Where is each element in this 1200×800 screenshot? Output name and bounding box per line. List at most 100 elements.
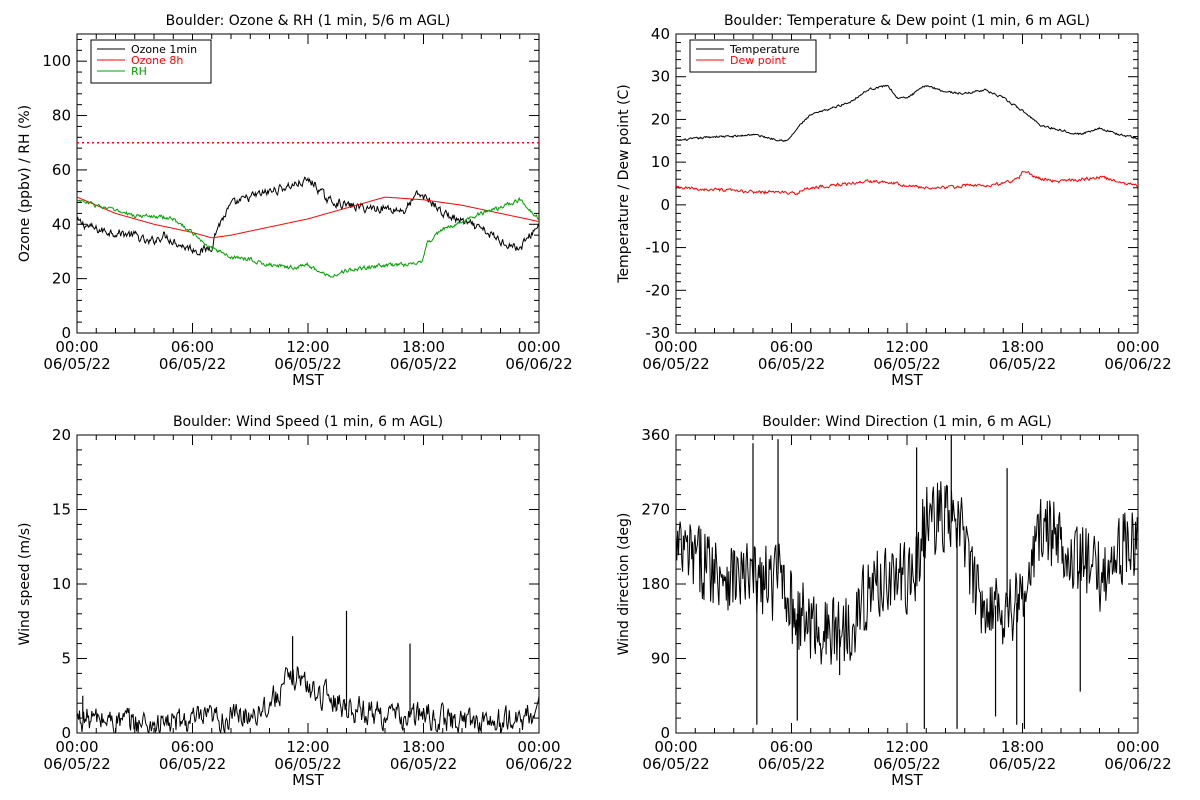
y-tick-label: 0 [660, 196, 670, 214]
x-tick-time-label: 06:00 [770, 338, 813, 356]
chart-panel-1: Boulder: Ozone & RH (1 min, 5/6 m AGL) 0 2… [17, 13, 573, 389]
y-tick-label: -20 [646, 281, 671, 299]
x-tick-date-label: 06/05/22 [274, 755, 341, 773]
legend-label: Ozone 1min [131, 43, 197, 56]
series-line-ozone-1min [77, 176, 539, 256]
x-tick-time-label: 00:00 [55, 338, 98, 356]
x-tick-time-label: 00:00 [517, 738, 560, 756]
x-tick-date-label: 06/05/22 [159, 755, 226, 773]
x-tick-time-label: 18:00 [1001, 338, 1044, 356]
x-tick-date-label: 06/05/22 [390, 355, 457, 373]
x-tick-time-label: 00:00 [1116, 738, 1159, 756]
y-tick-label: 100 [42, 52, 71, 70]
y-axis-label: Temperature / Dew point (C) [616, 84, 632, 283]
x-tick-time-label: 12:00 [885, 738, 928, 756]
chart-title: Boulder: Temperature & Dew point (1 min,… [724, 13, 1090, 29]
x-axis-label: MST [891, 771, 923, 789]
series-line-1 [676, 481, 1138, 665]
y-tick-label: -10 [646, 239, 671, 257]
x-tick-time-label: 06:00 [171, 738, 214, 756]
x-tick-time-label: 12:00 [286, 738, 329, 756]
y-tick-label: 40 [52, 215, 71, 233]
legend-box [90, 39, 212, 84]
x-tick-date-label: 06/05/22 [642, 755, 709, 773]
y-tick-label: 270 [641, 501, 670, 519]
y-tick-label: 20 [52, 270, 71, 288]
x-tick-time-label: 18:00 [402, 738, 445, 756]
y-tick-label: -30 [646, 324, 671, 342]
data-area [77, 610, 539, 733]
x-tick-date-label: 06/06/22 [505, 755, 572, 773]
legend-label: Ozone 8h [131, 54, 183, 67]
x-tick-time-label: 18:00 [402, 338, 445, 356]
x-tick-time-label: 12:00 [286, 338, 329, 356]
chart-panel-4: Boulder: Wind Direction (1 min, 6 m AGL)… [616, 414, 1172, 789]
series-line-dew-point [676, 170, 1138, 196]
legend-label: Temperature [729, 43, 800, 56]
x-tick-time-label: 06:00 [171, 338, 214, 356]
series-line-rh [77, 196, 539, 278]
y-tick-label: 0 [61, 724, 71, 742]
x-tick-date-label: 06/05/22 [43, 355, 110, 373]
y-tick-label: 0 [61, 324, 71, 342]
x-tick-date-label: 06/06/22 [505, 355, 572, 373]
x-tick-date-label: 06/05/22 [873, 755, 940, 773]
y-tick-label: 15 [52, 501, 71, 519]
x-axis-label: MST [292, 371, 324, 389]
chart-title: Boulder: Wind Speed (1 min, 6 m AGL) [173, 414, 443, 430]
legend-box [689, 39, 817, 73]
x-tick-time-label: 00:00 [654, 738, 697, 756]
legend-label: RH [131, 65, 147, 78]
y-tick-label: 360 [641, 426, 670, 444]
x-tick-date-label: 06/05/22 [758, 355, 825, 373]
x-tick-date-label: 06/05/22 [873, 355, 940, 373]
x-tick-date-label: 06/05/22 [43, 755, 110, 773]
y-tick-label: 10 [52, 575, 71, 593]
x-tick-time-label: 18:00 [1001, 738, 1044, 756]
y-tick-label: 0 [660, 724, 670, 742]
chart-title: Boulder: Wind Direction (1 min, 6 m AGL) [762, 414, 1051, 430]
data-area [676, 84, 1138, 196]
data-area [676, 435, 1138, 729]
x-tick-time-label: 00:00 [654, 338, 697, 356]
x-tick-date-label: 06/05/22 [642, 355, 709, 373]
x-axis-label: MST [891, 371, 923, 389]
y-tick-label: 40 [651, 25, 670, 43]
x-tick-date-label: 06/06/22 [1104, 755, 1171, 773]
y-axis-label: Wind direction (deg) [616, 513, 632, 656]
series-line-ozone-8h [77, 196, 539, 239]
chart-title: Boulder: Ozone & RH (1 min, 5/6 m AGL) [166, 13, 451, 29]
x-tick-date-label: 06/05/22 [758, 755, 825, 773]
y-tick-label: 30 [651, 68, 670, 86]
y-tick-label: 80 [52, 107, 71, 125]
x-tick-date-label: 06/05/22 [390, 755, 457, 773]
legend-label: Dew point [730, 54, 786, 67]
x-axis-label: MST [292, 771, 324, 789]
series-line-1 [77, 665, 539, 733]
x-tick-date-label: 06/05/22 [274, 355, 341, 373]
y-tick-label: 60 [52, 161, 71, 179]
x-tick-time-label: 00:00 [517, 338, 560, 356]
y-tick-label: 20 [52, 426, 71, 444]
x-tick-date-label: 06/05/22 [989, 755, 1056, 773]
data-area [77, 141, 539, 278]
x-tick-date-label: 06/06/22 [1104, 355, 1171, 373]
y-axis-label: Wind speed (m/s) [17, 523, 33, 646]
y-tick-label: 5 [61, 650, 71, 668]
x-tick-time-label: 12:00 [885, 338, 928, 356]
y-tick-label: 90 [651, 650, 670, 668]
y-axis-label: Ozone (ppbv) / RH (%) [17, 105, 33, 262]
x-tick-time-label: 00:00 [1116, 338, 1159, 356]
chart-panel-2: Boulder: Temperature & Dew point (1 min,… [616, 13, 1172, 389]
chart-panel-3: Boulder: Wind Speed (1 min, 6 m AGL) 0 5 10… [17, 414, 573, 789]
x-tick-date-label: 06/05/22 [159, 355, 226, 373]
y-tick-label: 10 [651, 153, 670, 171]
y-tick-label: 180 [641, 575, 670, 593]
x-tick-date-label: 06/05/22 [989, 355, 1056, 373]
plot-frame [675, 33, 1139, 334]
x-tick-time-label: 00:00 [55, 738, 98, 756]
series-line-temperature [676, 84, 1138, 143]
x-tick-time-label: 06:00 [770, 738, 813, 756]
y-tick-label: 20 [651, 110, 670, 128]
